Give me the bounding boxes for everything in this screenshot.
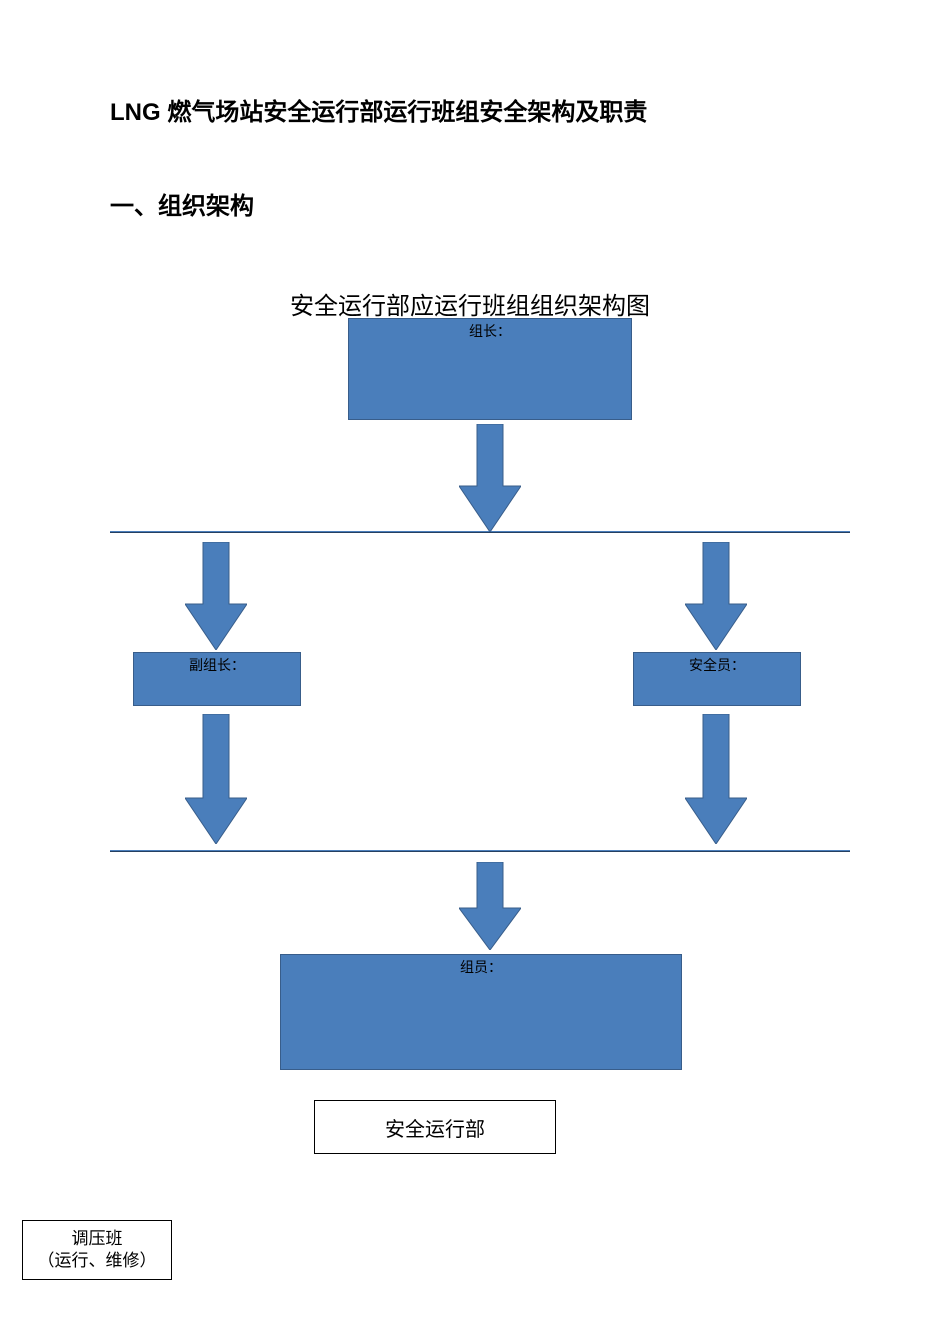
divider-line-2 (110, 850, 850, 852)
chart-title: 安全运行部应运行班组组织架构图 (290, 286, 650, 321)
node-members: 组员： (280, 954, 682, 1070)
node-leader-label: 组长： (349, 319, 631, 341)
node-dept: 安全运行部 (314, 1100, 556, 1154)
node-dept-label: 安全运行部 (385, 1113, 485, 1142)
arrow-deputy-down (185, 714, 247, 844)
node-pressure-label-1: 调压班 (72, 1228, 123, 1250)
node-safety-label: 安全员： (634, 653, 800, 675)
arrow-safety-down (685, 714, 747, 844)
node-pressure: 调压班 （运行、维修） (22, 1220, 172, 1280)
page: LNG 燃气场站安全运行部运行班组安全架构及职责 一、组织架构 安全运行部应运行… (0, 0, 945, 1337)
node-members-label: 组员： (281, 955, 681, 977)
node-safety: 安全员： (633, 652, 801, 706)
node-deputy-label: 副组长： (134, 653, 300, 675)
arrow-line2-to-members (459, 862, 521, 950)
arrow-line1-to-safety (685, 542, 747, 650)
document-title: LNG 燃气场站安全运行部运行班组安全架构及职责 (110, 92, 647, 127)
section-1-heading: 一、组织架构 (110, 186, 254, 221)
node-leader: 组长： (348, 318, 632, 420)
arrow-line1-to-deputy (185, 542, 247, 650)
node-pressure-label-2: （运行、维修） (38, 1250, 157, 1272)
node-deputy: 副组长： (133, 652, 301, 706)
arrow-leader-down (459, 424, 521, 532)
